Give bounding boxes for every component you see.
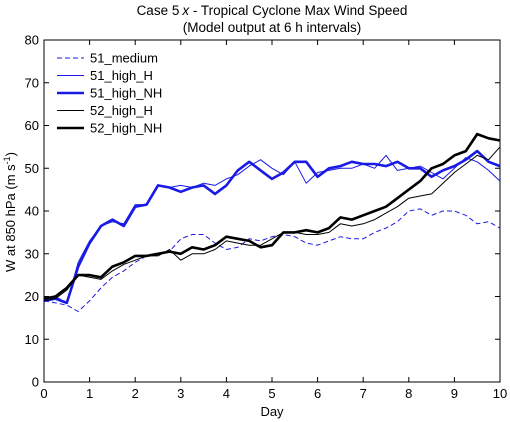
series-line-51-high-NH [43,149,501,305]
x-tick-label: 5 [268,386,275,401]
legend-label: 52_high_H [90,103,153,118]
y-tick-label: 40 [25,204,39,219]
x-axis-label: Day [260,404,284,419]
y-axis-ticks: 0 10 20 30 40 50 60 70 80 [25,33,500,390]
series-line-51-medium [43,208,501,312]
series-line-52-high-NH [43,132,501,300]
x-tick-label: 4 [223,386,230,401]
plot-area: 0 1 2 3 4 5 6 7 8 9 10 0 10 20 30 40 50 60 70 80 [25,33,508,402]
x-tick-label: 8 [405,386,412,401]
x-tick-label: 9 [451,386,458,401]
legend-label: 51_high_NH [90,86,162,101]
chart-subtitle: (Model output at 6 h intervals) [183,20,362,35]
x-tick-label: 2 [132,386,139,401]
series-lines [43,132,501,312]
x-axis-ticks: 0 1 2 3 4 5 6 7 8 9 10 [40,40,507,401]
x-tick-label: 0 [40,386,47,401]
y-axis-label: W at 850 hPa (m s-1) [2,152,18,272]
y-tick-label: 70 [25,75,39,90]
y-axis-label-main: W at 850 hPa (m s [3,164,18,272]
y-tick-label: 0 [32,375,39,390]
legend-label: 51_high_H [90,68,153,83]
y-tick-label: 60 [25,118,39,133]
legend-label: 51_medium [90,51,158,66]
y-axis-label-exponent: -1 [2,156,12,164]
y-tick-label: 30 [25,246,39,261]
x-tick-label: 7 [360,386,367,401]
y-tick-label: 20 [25,289,39,304]
y-tick-label: 10 [25,332,39,347]
x-tick-label: 3 [177,386,184,401]
x-tick-label: 10 [493,386,507,401]
y-tick-label: 50 [25,161,39,176]
y-tick-label: 80 [25,33,39,48]
series-line-52-high-H [43,146,501,302]
chart-title-suffix: - Tropical Cyclone Max Wind Speed [189,3,407,18]
x-tick-label: 1 [86,386,93,401]
y-axis-label-close: ) [3,152,18,156]
x-tick-label: 6 [314,386,321,401]
chart-title-prefix: Case 5 [137,3,180,18]
legend-label: 52_high_NH [90,121,162,136]
legend: 51_medium 51_high_H 51_high_NH 52_high_H 52_… [57,51,162,136]
chart-title-italic: x [181,3,190,18]
